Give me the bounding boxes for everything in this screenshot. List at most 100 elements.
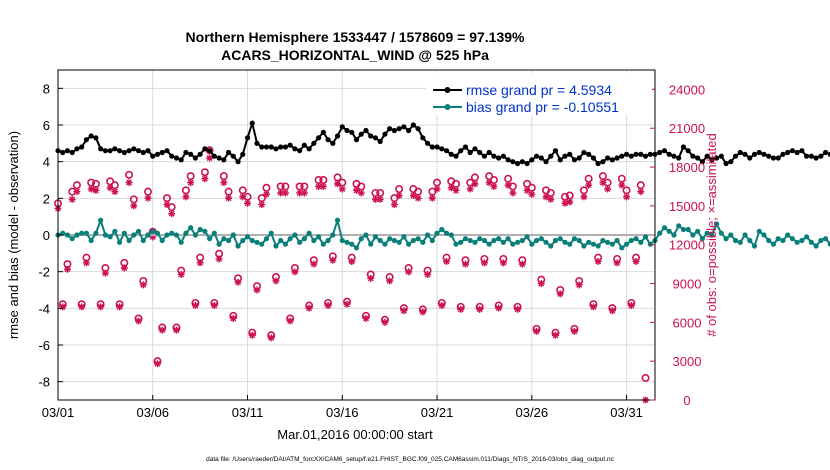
obs-assimilated-point [201, 175, 209, 183]
bias-point [273, 243, 279, 249]
obs-assimilated-point [139, 281, 147, 289]
legend: rmse grand pr = 4.5934 bias grand pr = -… [426, 73, 652, 115]
bias-point [74, 232, 80, 238]
bias-point [263, 236, 270, 242]
x-tick-label: 03/11 [232, 405, 264, 420]
obs-assimilated-point [608, 307, 616, 315]
rmse-point [263, 144, 270, 150]
rmse-point [704, 153, 710, 159]
rmse-point [590, 155, 597, 161]
rmse-point [420, 135, 426, 141]
rmse-point [789, 148, 796, 154]
rmse-point [804, 153, 810, 159]
obs-possible-point [125, 170, 134, 179]
rmse-point [178, 157, 184, 163]
rmse-point [491, 153, 497, 159]
obs-assimilated-point [381, 318, 389, 326]
bias-point [406, 241, 412, 247]
rmse-point [690, 153, 696, 159]
legend-bias-label: bias grand pr = -0.10551 [466, 99, 619, 115]
rmse-point [107, 148, 113, 154]
rmse-point [254, 140, 260, 146]
bias-point [638, 239, 644, 245]
bias-point [543, 239, 549, 245]
bias-point [154, 230, 161, 236]
bias-point [813, 243, 819, 249]
bias-point [737, 239, 743, 245]
rmse-point [642, 153, 649, 159]
bias-point [728, 232, 734, 238]
bias-point [135, 228, 142, 234]
rmse-point [424, 140, 431, 146]
rmse-point [372, 135, 379, 141]
rmse-point [391, 127, 398, 134]
bias-point [695, 228, 701, 234]
rmse-point [339, 124, 345, 130]
bias-point [363, 232, 369, 238]
bias-point [533, 237, 540, 244]
rmse-point [273, 146, 279, 152]
rmse-point [586, 151, 592, 157]
bias-point [676, 223, 682, 229]
rmse-point [766, 153, 772, 159]
obs-assimilated-point [518, 260, 526, 268]
bias-point [268, 230, 274, 236]
rmse-point [458, 148, 464, 154]
x-tick-label: 03/16 [326, 405, 359, 420]
rmse-point [98, 146, 104, 152]
rmse-point [557, 157, 563, 163]
bias-point [164, 232, 170, 238]
bias-point [732, 237, 739, 244]
rmse-point [496, 155, 502, 161]
obs-assimilated-point [220, 179, 228, 187]
obs-assimilated-point [466, 185, 474, 193]
bias-point [320, 241, 326, 247]
rmse-point [301, 142, 307, 148]
bias-point [586, 239, 592, 245]
obs-assimilated-point [182, 193, 190, 201]
bias-point [552, 237, 559, 244]
bias-point [747, 237, 753, 244]
bias-point [358, 236, 364, 242]
obs-assimilated-point [618, 181, 626, 189]
rmse-point [728, 159, 734, 165]
obs-assimilated-point [191, 302, 199, 310]
rmse-point [761, 151, 767, 157]
rmse-point [524, 160, 530, 167]
rmse-point [396, 126, 402, 132]
obs-assimilated-point [210, 302, 218, 310]
bias-point [477, 236, 483, 242]
bias-point [557, 236, 563, 242]
obs-assimilated-point [239, 193, 247, 201]
obs-assimilated-point [125, 179, 133, 187]
obs-assimilated-point [490, 182, 498, 190]
rmse-point [737, 149, 743, 156]
obs-assimilated-point [433, 185, 441, 193]
obs-assimilated-point [248, 331, 256, 339]
rmse-point [140, 149, 146, 156]
y-axis-left-label: rmse and bias (model - observation) [6, 131, 21, 339]
rmse-point [164, 148, 170, 154]
bias-point [680, 226, 687, 233]
bias-point [306, 230, 312, 236]
bias-point [685, 226, 691, 233]
bias-point [140, 237, 146, 244]
obs-assimilated-point [452, 186, 460, 194]
rmse-point [794, 149, 800, 156]
obs-assimilated-point [353, 186, 360, 194]
bias-point [439, 226, 445, 233]
obs-assimilated-point [367, 274, 375, 282]
bias-point [235, 243, 241, 249]
obs-assimilated-point [111, 188, 119, 196]
bias-point [315, 234, 322, 240]
rmse-point [742, 151, 748, 157]
bias-point [287, 236, 293, 242]
rmse-point [666, 151, 672, 157]
rmse-point [775, 155, 781, 161]
rmse-point [235, 159, 241, 165]
rmse-point [623, 151, 630, 157]
bias-point [709, 232, 715, 238]
bias-point [628, 237, 634, 244]
rmse-point [230, 153, 236, 159]
